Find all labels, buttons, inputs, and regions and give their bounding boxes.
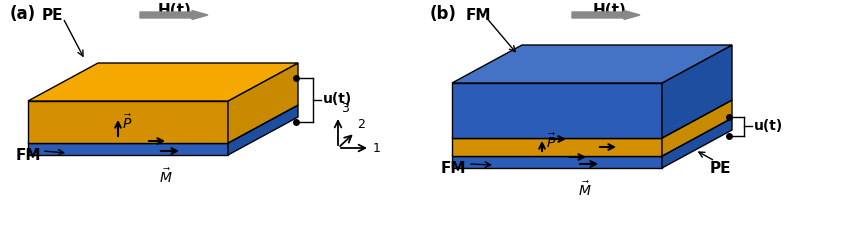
Text: $\vec{P}$: $\vec{P}$ [122, 114, 132, 132]
Text: PE: PE [41, 8, 63, 23]
Text: FM: FM [15, 148, 40, 163]
Polygon shape [662, 118, 732, 168]
Polygon shape [452, 156, 662, 168]
Text: PE: PE [709, 161, 731, 176]
Polygon shape [452, 45, 732, 83]
Text: 3: 3 [341, 102, 349, 115]
Polygon shape [228, 105, 298, 155]
Polygon shape [452, 100, 732, 138]
Polygon shape [28, 143, 228, 155]
Polygon shape [28, 101, 228, 143]
Polygon shape [452, 83, 662, 138]
Polygon shape [452, 118, 732, 156]
Text: $\vec{P}$: $\vec{P}$ [546, 133, 557, 151]
Text: u(t): u(t) [323, 92, 352, 106]
FancyArrow shape [572, 10, 640, 19]
Polygon shape [28, 105, 298, 143]
Text: u(t): u(t) [754, 119, 783, 132]
Polygon shape [662, 100, 732, 156]
Text: 1: 1 [373, 141, 381, 155]
FancyArrow shape [140, 10, 208, 19]
Text: H(t): H(t) [593, 3, 627, 18]
Polygon shape [28, 63, 298, 101]
Polygon shape [228, 63, 298, 143]
Text: $\vec{M}$: $\vec{M}$ [578, 180, 592, 199]
Text: FM: FM [466, 8, 491, 23]
Text: $\vec{M}$: $\vec{M}$ [159, 167, 173, 186]
Polygon shape [662, 45, 732, 138]
Text: (b): (b) [430, 5, 457, 23]
Text: (a): (a) [10, 5, 36, 23]
Text: 2: 2 [357, 118, 365, 131]
Text: FM: FM [440, 161, 466, 176]
Polygon shape [452, 138, 662, 156]
Text: H(t): H(t) [158, 3, 192, 18]
